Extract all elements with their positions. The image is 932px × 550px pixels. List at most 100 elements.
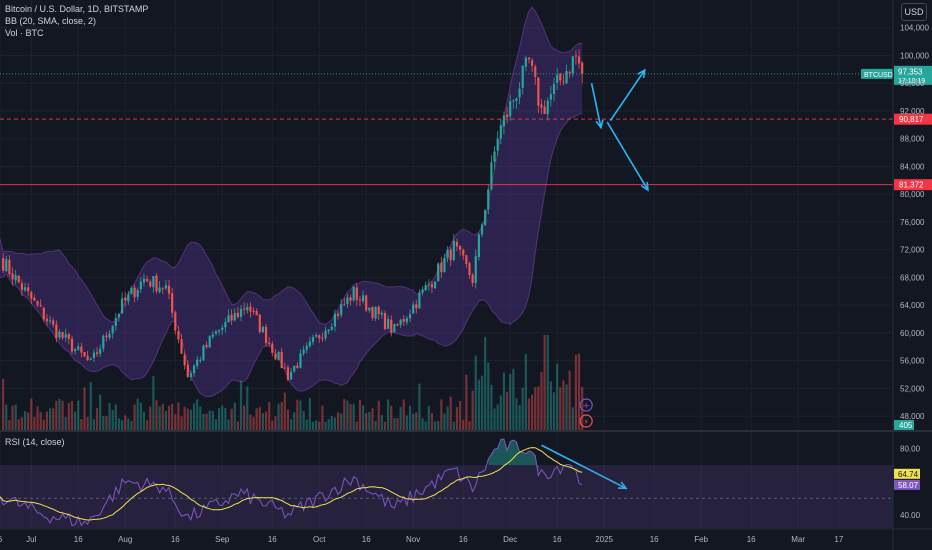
volume-tag-label: 405 — [899, 421, 913, 430]
candle-body — [402, 318, 405, 322]
time-tick-label: 16 — [459, 535, 468, 544]
volume-bar — [124, 415, 127, 430]
volume-bar — [352, 403, 355, 430]
chart-icons[interactable]: +⚡ — [579, 398, 593, 428]
candle-body — [534, 66, 537, 77]
volume-bar — [333, 417, 337, 430]
candle-body — [120, 298, 124, 314]
candle-body — [515, 98, 518, 101]
volume-bar — [321, 405, 324, 430]
candle-body — [336, 313, 340, 316]
candle-body — [465, 255, 468, 264]
volume-bar — [252, 417, 255, 430]
volume-bar — [114, 404, 117, 430]
level-price-bg — [894, 179, 932, 191]
candle-body — [280, 351, 283, 369]
candle-body — [412, 304, 415, 314]
candle-body — [527, 57, 531, 60]
price-tick-label: 48,000 — [900, 412, 925, 421]
volume-bar — [89, 381, 92, 430]
volume-bar — [246, 386, 249, 430]
volume-bar — [443, 413, 446, 430]
volume-bar — [189, 409, 193, 430]
volume-bar — [477, 379, 480, 430]
volume-bar — [462, 419, 465, 430]
lightning-icon[interactable] — [579, 414, 593, 428]
candle-body — [30, 292, 33, 299]
candle-body — [487, 189, 490, 210]
volume-bar — [52, 408, 55, 430]
volume-bar — [556, 363, 559, 430]
candle-body — [340, 304, 343, 316]
candle-body — [77, 346, 80, 350]
candle-body — [202, 345, 205, 361]
volume-bar — [449, 396, 452, 430]
candle-body — [440, 262, 443, 273]
volume-bar — [77, 400, 80, 430]
plus-icon-glyph[interactable]: + — [582, 402, 590, 412]
candle-body — [327, 329, 330, 332]
candle-body — [167, 285, 171, 294]
level-price-label: 81,372 — [899, 181, 924, 190]
candle-body — [383, 313, 387, 330]
volume-bar — [61, 400, 64, 430]
candle-body — [302, 349, 305, 354]
horizontal-levels: BTCUSD 97,353 17:10:19 90,817 81,372 405 — [0, 65, 932, 430]
bb-legend: BB (20, SMA, close, 2) — [5, 16, 97, 26]
candle-body — [236, 312, 239, 317]
volume-bar — [496, 404, 499, 430]
volume-bar — [230, 408, 233, 430]
volume-bar — [5, 404, 8, 430]
candle-body — [308, 341, 311, 347]
candle-body — [52, 320, 55, 325]
bollinger-lower — [0, 112, 583, 398]
volume-bar — [518, 405, 521, 430]
candle-body — [211, 334, 214, 337]
volume-bar — [224, 408, 227, 430]
volume-bar — [30, 398, 33, 430]
candle-body — [36, 301, 39, 306]
candle-body — [177, 331, 180, 340]
rsi-line — [0, 438, 583, 527]
candle-body — [208, 336, 211, 348]
volume-bar — [14, 404, 17, 430]
currency-button[interactable]: USD — [901, 3, 927, 21]
volume-bar — [70, 401, 74, 430]
candle-body — [61, 332, 64, 338]
volume-bar — [421, 418, 424, 430]
volume-bar — [305, 419, 308, 430]
plus-icon[interactable] — [579, 398, 593, 412]
candle-body — [2, 257, 5, 271]
volume-bar — [67, 402, 70, 430]
volume-bar — [17, 419, 20, 430]
candle-body — [358, 299, 362, 301]
price-tick-label: 72,000 — [900, 246, 925, 255]
price-tick-label: 92,000 — [900, 107, 925, 116]
candle-body — [449, 249, 452, 261]
time-tick-label: 17 — [834, 535, 843, 544]
volume-bar — [299, 400, 302, 430]
symbol-tag: BTCUSD — [864, 72, 893, 79]
candle-body — [20, 283, 24, 290]
volume-bar — [86, 416, 89, 430]
volume-bar — [274, 416, 277, 430]
candle-body — [142, 278, 146, 283]
volume-bar — [358, 400, 362, 430]
volume-bar — [158, 406, 161, 430]
volume-bar — [258, 407, 261, 430]
lightning-icon-glyph[interactable]: ⚡ — [583, 418, 589, 427]
volume-bar — [512, 368, 515, 430]
volume-bar — [565, 384, 568, 430]
volume-bar — [302, 410, 305, 430]
candle-body — [474, 256, 477, 284]
candle-body — [321, 337, 324, 339]
candle-body — [252, 310, 255, 312]
candle-body — [577, 56, 581, 64]
rsi-value-bg — [894, 479, 920, 490]
volume-bar — [361, 405, 365, 430]
candle-body — [318, 335, 321, 339]
volume-bar — [552, 392, 556, 430]
candle-body — [521, 65, 524, 88]
candle-body — [427, 284, 430, 286]
